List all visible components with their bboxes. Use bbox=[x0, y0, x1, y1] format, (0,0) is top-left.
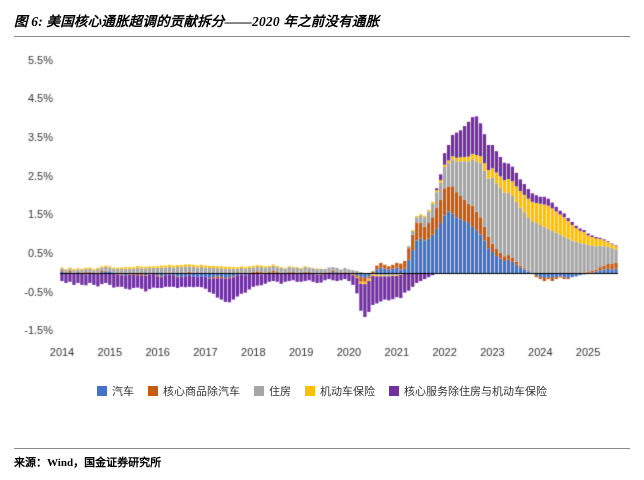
legend-label-core-goods-ex-cars: 核心商品除汽车 bbox=[163, 386, 240, 398]
legend-swatch-core-goods-ex-cars bbox=[148, 386, 158, 396]
chart-title: 图 6: 美国核心通胀超调的贡献拆分——2020 年之前没有通胀 bbox=[14, 14, 380, 29]
legend-item-cars: 汽车 bbox=[97, 383, 134, 399]
legend-item-auto-insurance: 机动车保险 bbox=[305, 383, 375, 399]
source-note: 来源：Wind，国金证券研究所 bbox=[14, 457, 162, 469]
legend-label-cars: 汽车 bbox=[112, 386, 134, 398]
legend-swatch-core-services-ex bbox=[389, 386, 399, 396]
stacked-bar-chart bbox=[14, 41, 630, 381]
footer-divider bbox=[14, 448, 630, 449]
legend-label-core-services-ex: 核心服务除住房与机动车保险 bbox=[404, 386, 547, 398]
chart-canvas bbox=[14, 41, 630, 381]
legend-swatch-auto-insurance bbox=[305, 386, 315, 396]
legend-swatch-cars bbox=[97, 386, 107, 396]
footer: 来源：Wind，国金证券研究所 bbox=[14, 442, 630, 470]
chart-legend: 汽车 核心商品除汽车 住房 机动车保险 核心服务除住房与机动车保险 bbox=[14, 383, 630, 399]
legend-item-core-goods-ex-cars: 核心商品除汽车 bbox=[148, 383, 240, 399]
legend-swatch-housing bbox=[254, 386, 264, 396]
legend-label-housing: 住房 bbox=[269, 386, 291, 398]
legend-label-auto-insurance: 机动车保险 bbox=[320, 386, 375, 398]
legend-item-housing: 住房 bbox=[254, 383, 291, 399]
legend-item-core-services-ex: 核心服务除住房与机动车保险 bbox=[389, 383, 547, 399]
title-divider bbox=[14, 36, 630, 37]
